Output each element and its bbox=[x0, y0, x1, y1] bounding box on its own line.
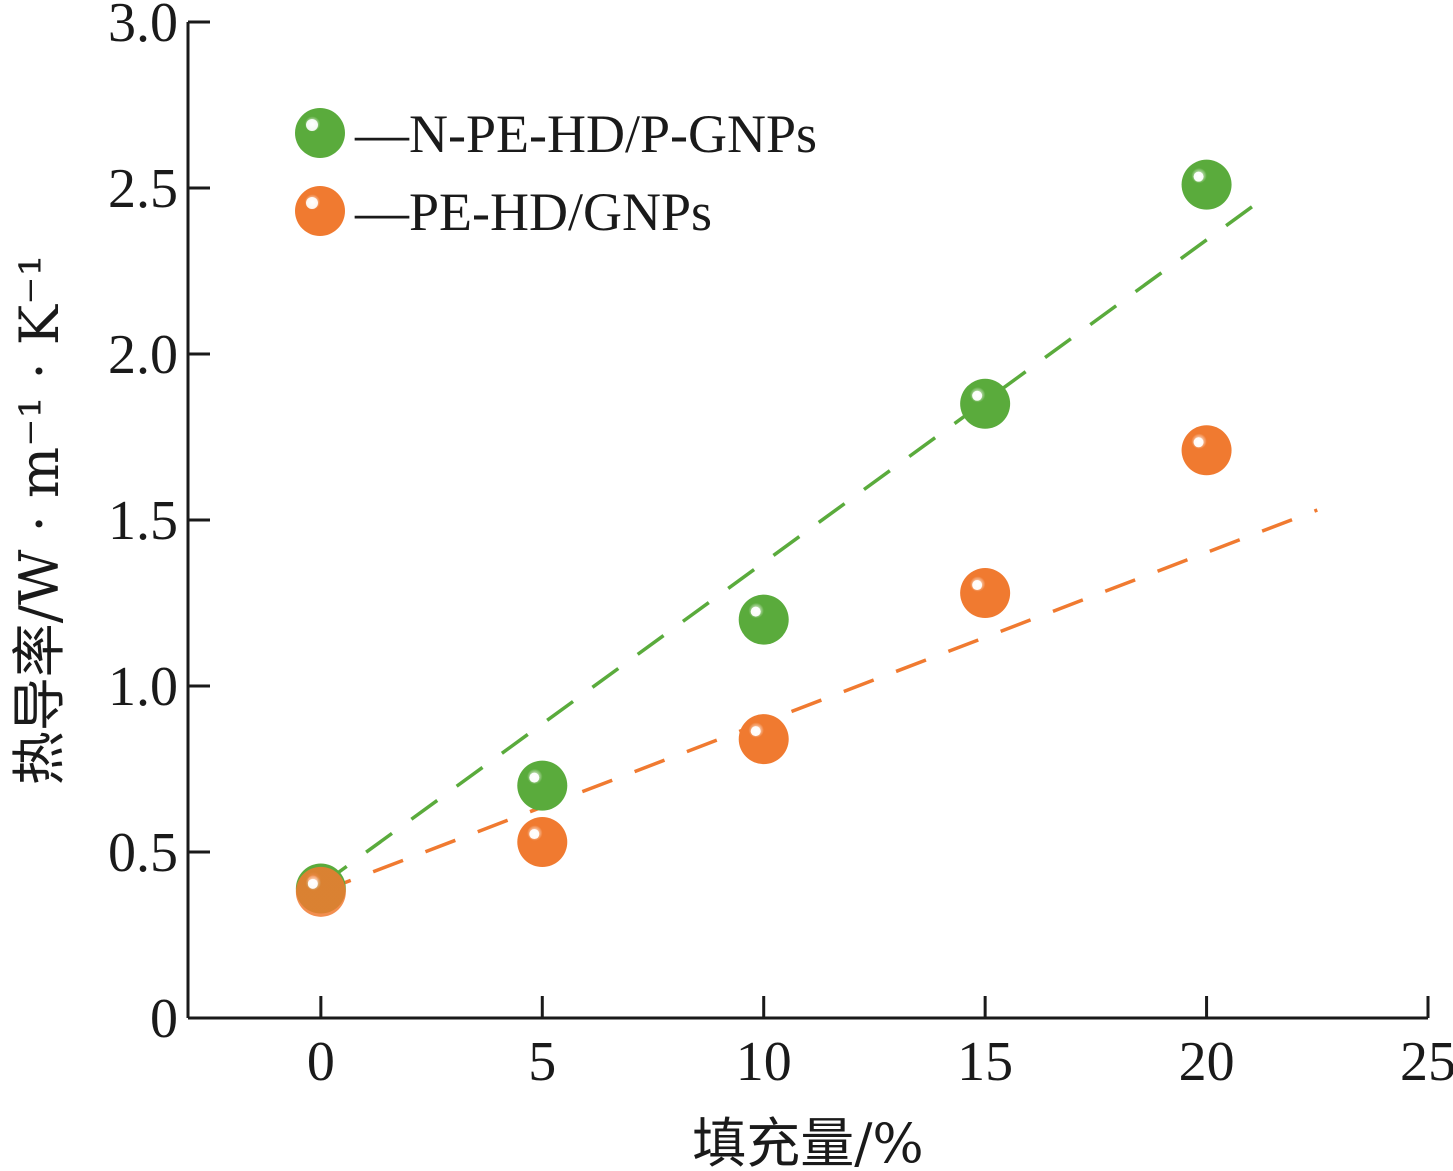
data-point-pe-hd-gnps bbox=[960, 568, 1011, 619]
x-tick-label: 10 bbox=[736, 1031, 792, 1093]
data-points bbox=[295, 159, 1232, 917]
legend-label-pe-hd-gnps: —PE-HD/GNPs bbox=[354, 182, 712, 242]
data-point-sphere bbox=[1181, 159, 1232, 210]
x-ticks: 0 5 10 15 20 25 bbox=[307, 996, 1453, 1093]
data-point-sphere bbox=[738, 714, 789, 765]
data-point-pe-hd-gnps bbox=[738, 714, 789, 765]
x-tick-label: 0 bbox=[307, 1031, 335, 1093]
data-point-n-pe-hd-p-gnps bbox=[517, 760, 568, 811]
y-tick-label: 0.5 bbox=[108, 822, 178, 884]
x-tick-label: 5 bbox=[528, 1031, 556, 1093]
y-tick-label: 3.0 bbox=[108, 0, 178, 54]
data-point-sphere bbox=[960, 568, 1011, 619]
data-point-sphere bbox=[1181, 425, 1232, 476]
x-tick-label: 20 bbox=[1179, 1031, 1235, 1093]
x-axis-title: 填充量/% bbox=[692, 1112, 924, 1171]
data-point-sphere bbox=[517, 817, 568, 868]
data-point-highlight bbox=[750, 606, 761, 617]
y-tick-label: 1.0 bbox=[108, 656, 178, 718]
data-point-pe-hd-gnps bbox=[517, 817, 568, 868]
data-point-pe-hd-gnps bbox=[1181, 425, 1232, 476]
data-point-highlight bbox=[529, 772, 540, 783]
data-point-sphere bbox=[517, 760, 568, 811]
legend-marker-highlight bbox=[306, 197, 318, 209]
y-tick-label: 0 bbox=[150, 988, 178, 1050]
legend-marker-pe-hd-gnps bbox=[295, 186, 345, 236]
legend: —N-PE-HD/P-GNPs —PE-HD/GNPs bbox=[295, 104, 817, 242]
trend-lines bbox=[319, 196, 1318, 894]
data-point-highlight bbox=[529, 829, 540, 840]
data-point-highlight bbox=[307, 878, 318, 889]
legend-marker-n-pe-hd-p-gnps bbox=[295, 108, 345, 158]
y-tick-label: 2.5 bbox=[108, 158, 178, 220]
y-axis-title: 热导率/W · m⁻¹ · K⁻¹ bbox=[8, 255, 71, 786]
data-point-sphere bbox=[960, 378, 1011, 429]
data-point-sphere bbox=[738, 594, 789, 645]
data-point-n-pe-hd-p-gnps bbox=[738, 594, 789, 645]
data-point-highlight bbox=[1193, 171, 1204, 182]
data-point-highlight bbox=[972, 390, 983, 401]
y-tick-label: 1.5 bbox=[108, 490, 178, 552]
legend-marker-highlight bbox=[306, 119, 318, 131]
y-ticks: 0 0.5 1.0 1.5 2.0 2.5 3.0 bbox=[108, 0, 210, 1050]
trend-line-pe-hd-gnps bbox=[320, 508, 1318, 894]
data-point-highlight bbox=[750, 726, 761, 737]
data-point-sphere bbox=[295, 866, 346, 917]
data-point-n-pe-hd-p-gnps bbox=[1181, 159, 1232, 210]
legend-label-n-pe-hd-p-gnps: —N-PE-HD/P-GNPs bbox=[354, 104, 817, 164]
x-tick-label: 25 bbox=[1400, 1031, 1453, 1093]
data-point-n-pe-hd-p-gnps bbox=[960, 378, 1011, 429]
x-tick-label: 15 bbox=[957, 1031, 1013, 1093]
data-point-pe-hd-gnps bbox=[295, 866, 346, 917]
data-point-highlight bbox=[972, 580, 983, 591]
data-point-highlight bbox=[1193, 437, 1204, 448]
y-tick-label: 2.0 bbox=[108, 324, 178, 386]
trend-line-n-pe-hd-p-gnps bbox=[319, 196, 1266, 887]
